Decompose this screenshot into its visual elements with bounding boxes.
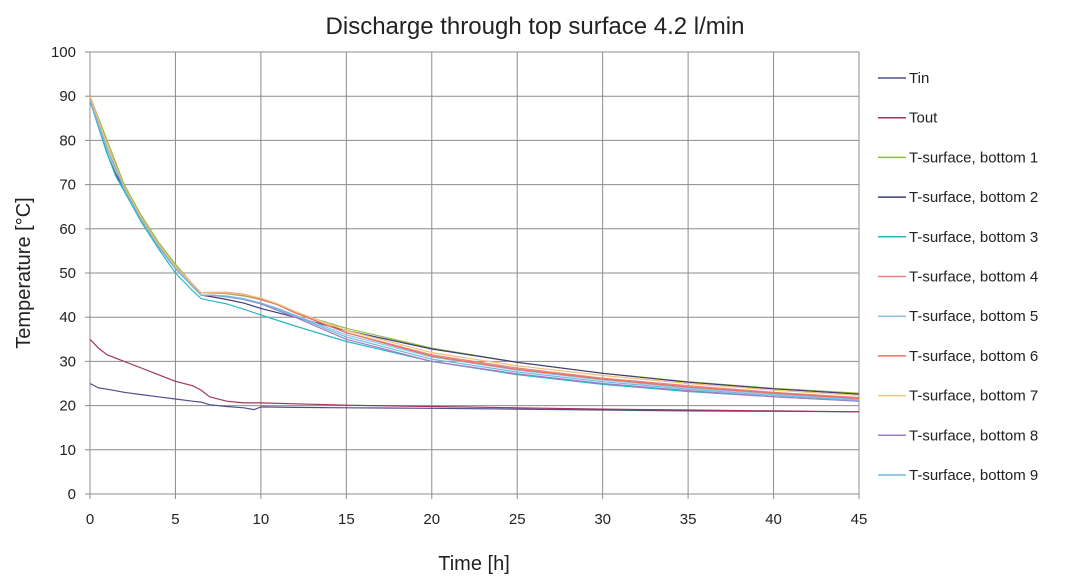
legend-label: T-surface, bottom 3 — [909, 229, 1038, 246]
series-line-7 — [89, 100, 860, 400]
y-tick-label: 10 — [59, 442, 76, 459]
legend-label: T-surface, bottom 8 — [909, 427, 1038, 444]
legend-label: T-surface, bottom 4 — [909, 269, 1038, 286]
x-tick-label: 5 — [171, 511, 179, 528]
y-tick-label: 60 — [59, 221, 76, 238]
legend-label: T-surface, bottom 1 — [909, 149, 1038, 166]
axes: 0 10 20 30 40 50 60 70 80 90 100 0 5 10 15 20 25 30 35 40 45 — [51, 44, 867, 528]
x-tick-label: 20 — [423, 511, 440, 528]
legend-label: T-surface, bottom 2 — [909, 189, 1038, 206]
legend-item: T-surface, bottom 1 — [878, 149, 1038, 166]
legend-label: T-surface, bottom 6 — [909, 348, 1038, 365]
x-tick-label: 35 — [680, 511, 697, 528]
legend-item: T-surface, bottom 2 — [878, 189, 1038, 206]
legend-label: Tin — [909, 70, 929, 87]
legend-item: T-surface, bottom 4 — [878, 269, 1038, 286]
series-line-2 — [89, 338, 860, 413]
legend-item: Tout — [878, 110, 938, 127]
legend: Tin Tout T-surface, bottom 1 T-surface, bot… — [878, 70, 1038, 484]
x-tick-label: 30 — [594, 511, 611, 528]
series-line-11 — [89, 100, 860, 401]
legend-label: T-surface, bottom 7 — [909, 388, 1038, 405]
x-tick-label: 15 — [338, 511, 355, 528]
y-tick-label: 20 — [59, 398, 76, 415]
x-tick-label: 25 — [509, 511, 526, 528]
chart-title: Discharge through top surface 4.2 l/min — [326, 13, 745, 40]
x-tick-label: 10 — [253, 511, 270, 528]
series-line-6 — [89, 96, 860, 399]
y-tick-label: 90 — [59, 88, 76, 105]
y-tick-label: 40 — [59, 309, 76, 326]
series-group — [89, 95, 860, 413]
legend-item: T-surface, bottom 5 — [878, 308, 1038, 325]
legend-label: T-surface, bottom 5 — [909, 308, 1038, 325]
series-line-8 — [89, 96, 860, 400]
legend-item: T-surface, bottom 9 — [878, 467, 1038, 484]
y-tick-label: 80 — [59, 132, 76, 149]
x-tick-label: 40 — [765, 511, 782, 528]
series-line-5 — [89, 100, 860, 402]
y-axis-title: Temperature [°C] — [13, 197, 35, 348]
y-tick-label: 100 — [51, 44, 76, 61]
x-tick-label: 0 — [86, 511, 94, 528]
legend-item: T-surface, bottom 3 — [878, 229, 1038, 246]
series-line-4 — [89, 100, 860, 395]
legend-label: T-surface, bottom 9 — [909, 467, 1038, 484]
grid — [90, 52, 859, 494]
legend-item: T-surface, bottom 6 — [878, 348, 1038, 365]
series-line-9 — [89, 96, 860, 396]
series-line-1 — [89, 382, 860, 413]
y-tick-label: 30 — [59, 353, 76, 370]
legend-item: T-surface, bottom 7 — [878, 388, 1038, 405]
y-tick-label: 50 — [59, 265, 76, 282]
x-tick-label: 45 — [851, 511, 868, 528]
x-axis-title: Time [h] — [438, 553, 510, 575]
legend-label: Tout — [909, 110, 938, 127]
y-tick-label: 70 — [59, 177, 76, 194]
legend-item: Tin — [878, 70, 929, 87]
legend-item: T-surface, bottom 8 — [878, 427, 1038, 444]
y-tick-label: 0 — [68, 486, 76, 503]
